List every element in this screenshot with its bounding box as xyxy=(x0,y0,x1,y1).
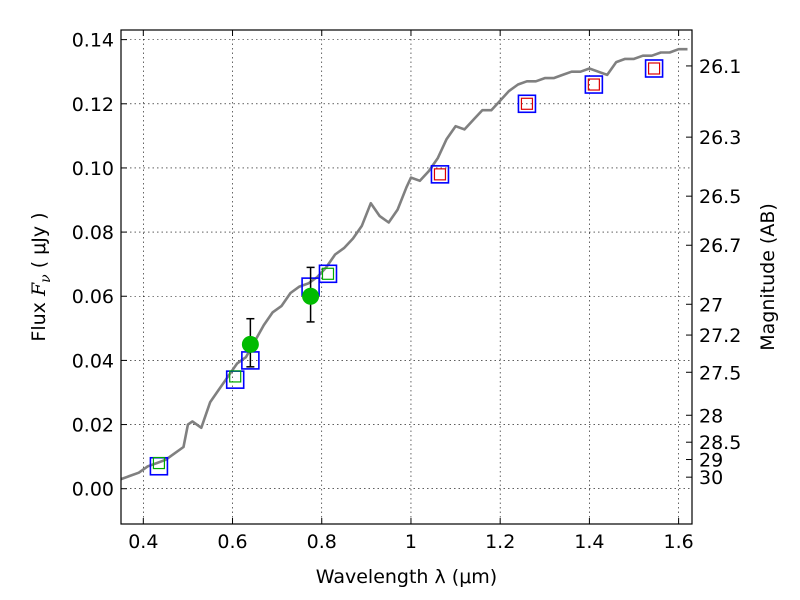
x-tick-label: 1.4 xyxy=(574,531,604,553)
y2-tick-label: 26.1 xyxy=(699,56,741,78)
model-photometry-square xyxy=(152,456,166,470)
y2-tick-label: 26.7 xyxy=(699,235,741,257)
y2-tick-label: 28 xyxy=(699,405,723,427)
y-tick-label: 0.00 xyxy=(72,479,114,501)
y2-axis-label: Magnitude (AB) xyxy=(757,203,779,351)
x-tick-label: 1.2 xyxy=(485,531,515,553)
y2-tick-label: 28.5 xyxy=(699,432,741,454)
y-tick-label: 0.04 xyxy=(72,350,114,372)
y-axis-label-subscript: ν xyxy=(38,274,54,283)
x-tick-label: 0.4 xyxy=(128,531,158,553)
y2-tick-label: 29 xyxy=(699,450,723,472)
measured-point xyxy=(302,287,320,305)
y-tick-label: 0.10 xyxy=(72,158,114,180)
model-photometry-square xyxy=(647,62,661,75)
model-photometry-square xyxy=(433,168,447,181)
y2-tick-label: 27.2 xyxy=(699,325,741,347)
photometry-square xyxy=(644,59,664,78)
y-axis-label-part: Flux xyxy=(28,296,50,342)
plot-frame xyxy=(120,29,693,525)
photometry-square xyxy=(318,264,338,284)
x-axis-label: Wavelength λ (μm) xyxy=(316,566,497,588)
y2-axis-label-group: Magnitude (AB) xyxy=(757,203,779,351)
model-spectrum-line xyxy=(120,47,688,481)
y-axis-label: Flux Fν ( μJy ) xyxy=(28,212,54,341)
y-axis-label-part: ( μJy ) xyxy=(28,212,50,274)
photometry-square xyxy=(430,165,450,184)
model-photometry-square xyxy=(229,370,242,383)
measured-point xyxy=(241,335,259,353)
x-tick-label: 1 xyxy=(405,531,417,553)
y2-tick-label: 30 xyxy=(699,467,723,489)
plot-content xyxy=(120,47,688,481)
ticks xyxy=(121,30,692,524)
x-tick-label: 0.8 xyxy=(307,531,337,553)
photometry-square xyxy=(584,75,604,94)
y2-tick-label: 27.5 xyxy=(699,362,741,384)
y2-tick-label: 26.5 xyxy=(699,186,741,208)
y-tick-label: 0.12 xyxy=(72,94,114,116)
y2-tick-label: 26.3 xyxy=(699,127,741,149)
model-photometry-square xyxy=(321,267,335,280)
y-tick-label: 0.02 xyxy=(72,415,114,437)
model-photometry-square xyxy=(587,78,600,91)
model-photometry-square xyxy=(520,97,534,110)
y-axis-label-symbol: F xyxy=(28,282,50,297)
y-tick-label: 0.08 xyxy=(72,222,114,244)
x-tick-label: 0.6 xyxy=(217,531,247,553)
y-axis-label-group: Flux Fν ( μJy ) xyxy=(28,212,54,341)
x-tick-label: 1.6 xyxy=(664,531,694,553)
y-tick-label: 0.14 xyxy=(72,30,114,52)
labels: 0.4 0.6 0.8 1 1.2 1.4 1.6 0.00 0.02 0.04 0.06 0.08 0… xyxy=(28,30,779,588)
photometry-square xyxy=(517,94,537,114)
y-tick-label: 0.06 xyxy=(72,286,114,308)
grid xyxy=(121,30,692,524)
y2-tick-label: 27 xyxy=(699,294,723,316)
